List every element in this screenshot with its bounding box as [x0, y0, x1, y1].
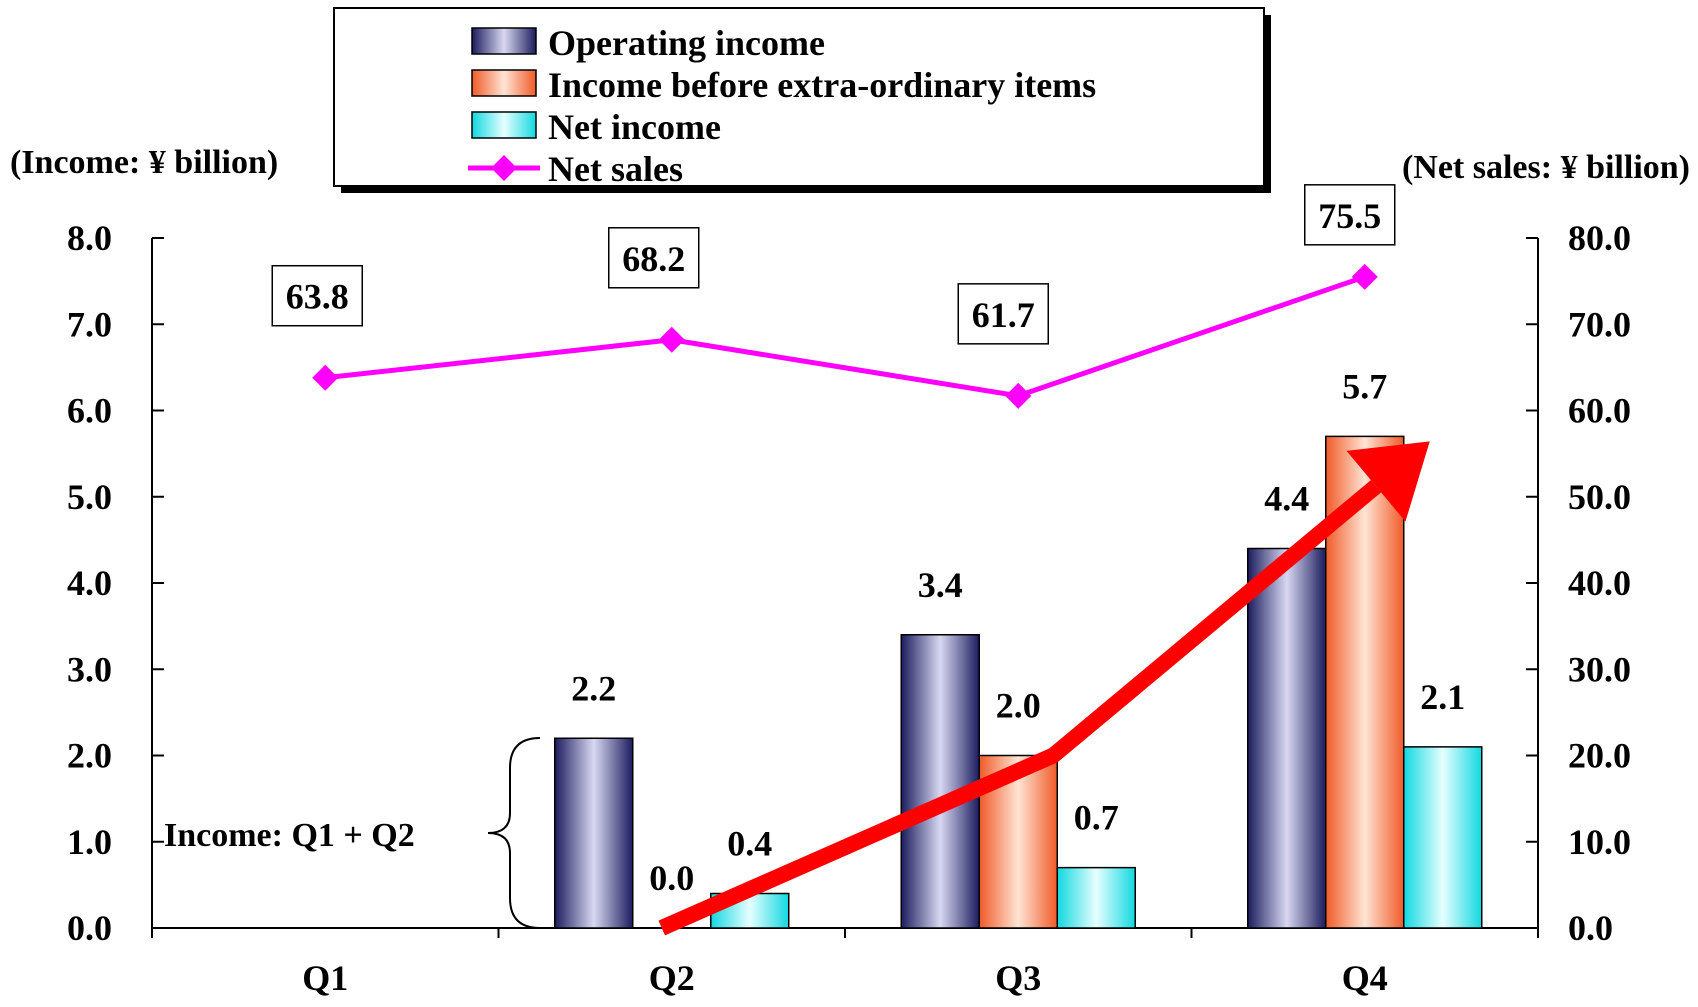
data-label-income-before-extra-ordinary-items: 2.0: [996, 686, 1041, 726]
right-tick-label: 0.0: [1568, 908, 1613, 948]
data-label-net-sales: 68.2: [622, 239, 685, 279]
left-tick-label: 2.0: [67, 736, 112, 776]
data-label-net-income: 0.7: [1074, 798, 1119, 838]
bar-net-income-q4: [1403, 746, 1483, 929]
data-label-net-income: 0.4: [727, 824, 772, 864]
legend-swatch-net-income: [471, 111, 537, 139]
left-tick-label: 4.0: [67, 563, 112, 603]
bar-operating-income-q3: [900, 634, 980, 929]
data-label-net-sales: 63.8: [286, 277, 349, 317]
x-category-label: Q4: [1342, 958, 1388, 998]
right-tick-label: 30.0: [1568, 649, 1631, 689]
brace-annotation: [487, 737, 541, 929]
brace-annotation-label: Income: Q1 + Q2: [164, 817, 415, 854]
x-category-label: Q3: [995, 958, 1041, 998]
left-tick-label: 1.0: [67, 822, 112, 862]
data-label-operating-income: 4.4: [1264, 479, 1309, 519]
data-label-net-sales: 75.5: [1318, 196, 1381, 236]
left-tick-label: 5.0: [67, 477, 112, 517]
data-label-box-net-sales: [271, 264, 363, 327]
data-label-box-net-sales: [957, 283, 1049, 345]
left-tick-label: 0.0: [67, 908, 112, 948]
marker-net-sales-q3: [1005, 382, 1032, 409]
data-label-box-net-sales: [1304, 184, 1396, 246]
line-net-sales: [324, 274, 1366, 399]
data-label-net-income: 2.1: [1420, 677, 1465, 717]
data-label-box-net-sales: [608, 227, 700, 289]
bar-net-income-q3: [1056, 866, 1136, 929]
data-label-net-sales: 61.7: [972, 295, 1035, 335]
right-tick-label: 10.0: [1568, 822, 1631, 862]
legend-swatch-operating-income: [471, 27, 537, 55]
marker-net-sales-q2: [658, 326, 685, 353]
right-tick-label: 20.0: [1568, 736, 1631, 776]
data-label-operating-income: 2.2: [571, 668, 616, 708]
data-label-operating-income: 3.4: [918, 565, 963, 605]
trend-arrow-shaft: [658, 480, 1382, 936]
x-category-label: Q2: [649, 958, 695, 998]
legend-label-net-income: Net income: [548, 107, 721, 147]
data-label-income-before-extra-ordinary-items: 0.0: [649, 858, 694, 898]
left-tick-label: 3.0: [67, 649, 112, 689]
bar-operating-income-q2: [554, 737, 634, 929]
right-tick-label: 70.0: [1568, 304, 1631, 344]
left-tick-label: 6.0: [67, 391, 112, 431]
left-tick-label: 8.0: [67, 218, 112, 258]
legend-swatch-marker-net-sales: [491, 155, 517, 181]
x-category-label: Q1: [302, 958, 348, 998]
marker-net-sales-q1: [312, 364, 339, 391]
trend-arrow-head: [1346, 441, 1430, 522]
legend-label-income-before-extra-ordinary-items: Income before extra-ordinary items: [548, 65, 1096, 105]
data-label-income-before-extra-ordinary-items: 5.7: [1342, 366, 1387, 406]
right-tick-label: 80.0: [1568, 218, 1631, 258]
left-tick-label: 7.0: [67, 304, 112, 344]
right-axis-title: (Net sales: ¥ billion): [1402, 149, 1690, 186]
marker-net-sales-q4: [1351, 263, 1378, 290]
legend-label-net-sales: Net sales: [548, 149, 683, 189]
right-tick-label: 60.0: [1568, 391, 1631, 431]
right-tick-label: 50.0: [1568, 477, 1631, 517]
right-tick-label: 40.0: [1568, 563, 1631, 603]
legend-label-operating-income: Operating income: [548, 23, 825, 63]
legend-swatch-income-before-extra-ordinary-items: [471, 69, 537, 97]
bar-operating-income-q4: [1247, 547, 1327, 929]
left-axis-title: (Income: ¥ billion): [10, 144, 278, 181]
